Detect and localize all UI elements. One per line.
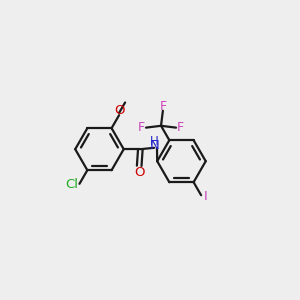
Text: F: F xyxy=(138,121,145,134)
Text: N: N xyxy=(149,139,159,152)
Text: O: O xyxy=(114,103,124,117)
Text: Cl: Cl xyxy=(65,178,78,190)
Text: F: F xyxy=(160,100,167,113)
Text: I: I xyxy=(204,190,208,202)
Text: O: O xyxy=(134,166,144,179)
Text: H: H xyxy=(150,135,159,148)
Text: F: F xyxy=(177,121,184,134)
